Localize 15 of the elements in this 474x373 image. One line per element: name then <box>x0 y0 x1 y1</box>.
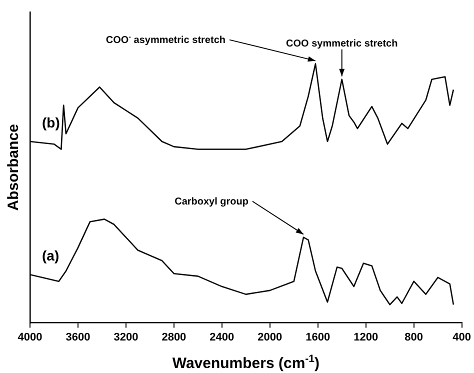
x-tick-label: 2000 <box>258 331 282 344</box>
series-label: (a) <box>42 248 60 264</box>
series-label: (b) <box>42 114 60 130</box>
x-tick-label: 1200 <box>354 331 378 344</box>
annotation: COO symmetric stretch <box>286 38 398 50</box>
x-tick-label: 2800 <box>162 331 186 344</box>
annotation: Carboxyl group <box>174 196 248 208</box>
x-tick-label: 400 <box>452 331 472 344</box>
x-tick-label: 2400 <box>210 331 234 344</box>
x-tick-label: 800 <box>404 331 424 344</box>
x-tick-label: 1600 <box>306 331 330 344</box>
y-axis-title: Absorbance <box>5 124 22 211</box>
x-tick-label: 3200 <box>114 331 138 344</box>
x-tick-label: 3600 <box>66 331 90 344</box>
x-tick-label: 4000 <box>18 331 42 344</box>
